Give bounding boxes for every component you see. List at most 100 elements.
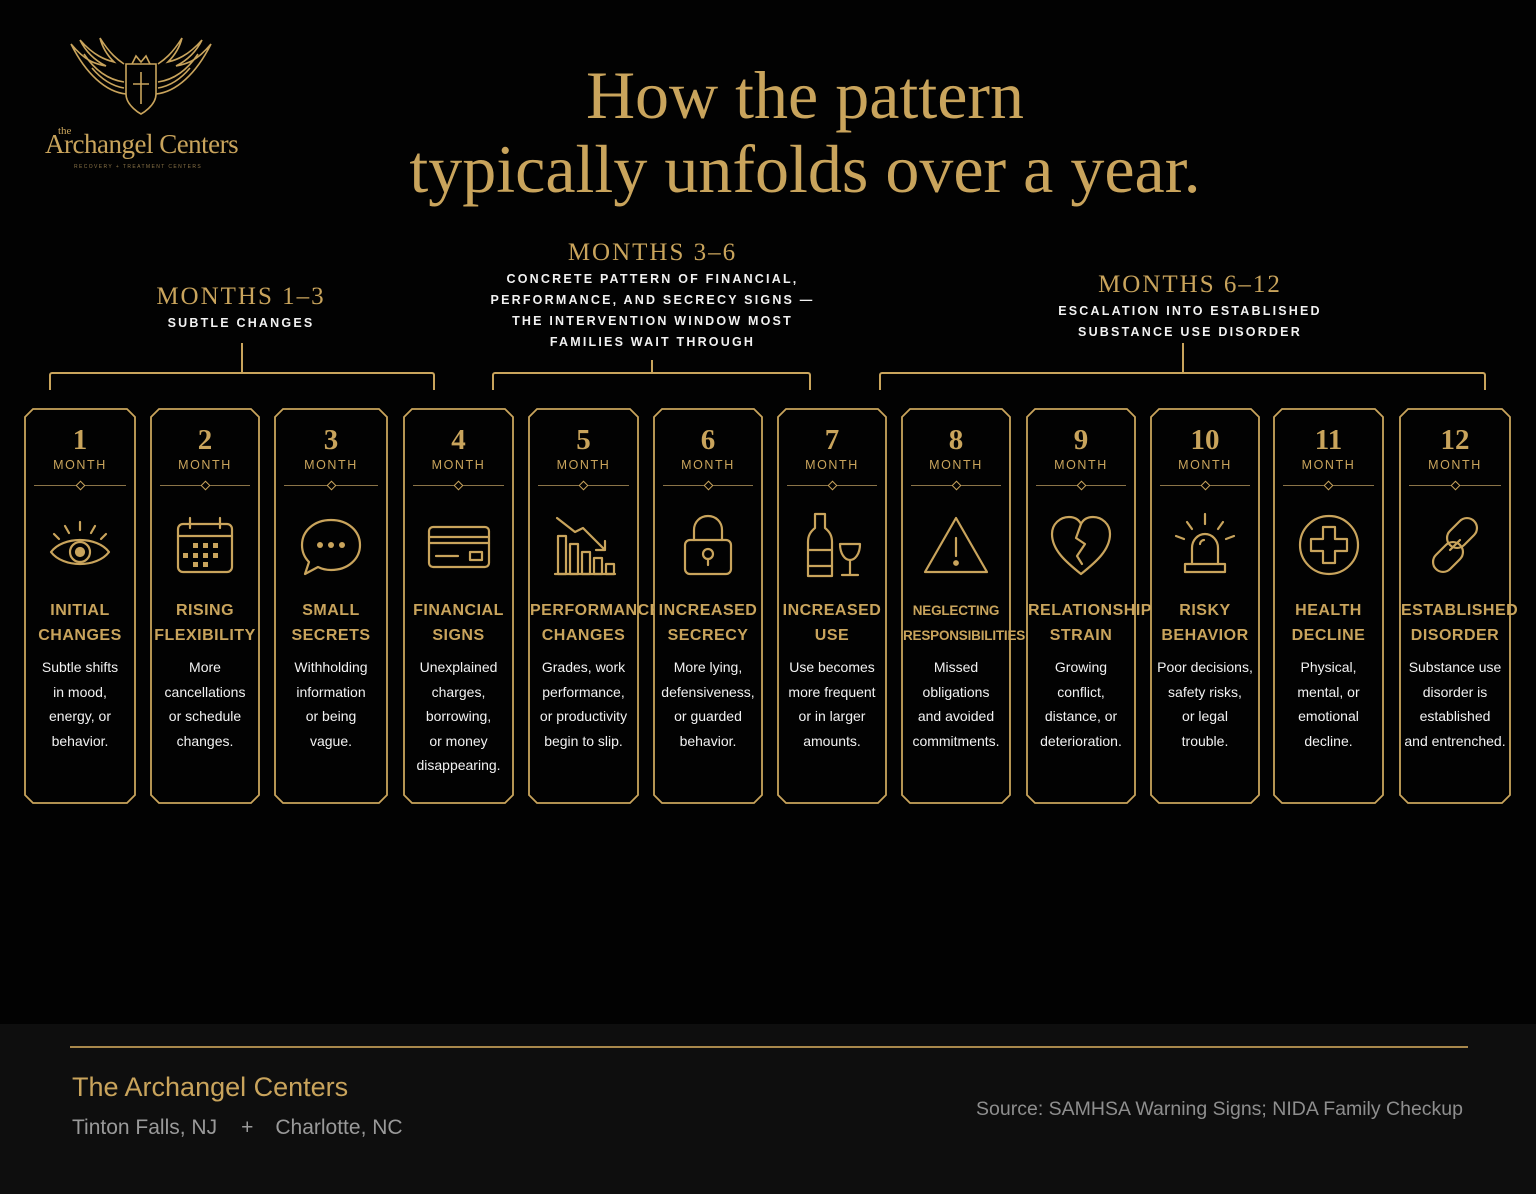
winged-shield-icon [70, 37, 212, 115]
month-number: 10 [1190, 424, 1220, 456]
card-frame [1150, 408, 1260, 804]
card-frame [1399, 408, 1511, 804]
phase-bracket-6-12 [879, 343, 1486, 390]
month-label: MONTH [556, 458, 611, 472]
location-tinton-falls: Tinton Falls, NJ [72, 1116, 218, 1139]
phase-bracket-3-6 [492, 360, 811, 390]
month-card-2: 2 MONTH RISING FLEXIBILITY More cancellatio… [150, 408, 260, 804]
phase-bracket-1-3 [49, 343, 435, 390]
phase-label: MONTHS 6–12 [1098, 271, 1282, 298]
card-description: More cancellations or schedule changes. [164, 659, 246, 749]
card-description: Grades, work performance, or productivit… [539, 659, 628, 749]
card-frame [1273, 408, 1384, 804]
bottle-and-glass-icon [797, 510, 867, 580]
month-number: 4 [451, 424, 466, 456]
card-description: Missed obligations and avoided commitmen… [912, 659, 1000, 749]
month-number: 3 [323, 424, 339, 456]
month-label: MONTH [681, 458, 735, 472]
footer: The Archangel Centers Tinton Falls, NJ + C… [0, 1024, 1536, 1194]
phase-label: MONTHS 3–6 [567, 239, 738, 266]
chain-link-icon [1420, 510, 1490, 580]
card-title: PERFORMANCE CHANGES [530, 602, 661, 644]
title-line-2: typically unfolds over a year. [409, 131, 1201, 207]
month-card-9: 9 MONTH RELATIONSHIP STRAIN Growing conflic… [1026, 408, 1152, 804]
card-frame [901, 408, 1011, 804]
card-description: More lying, defensiveness, or guarded be… [661, 659, 755, 749]
month-card-1: 1 MONTH INITIAL CHANGES Subtle shifts in mo… [24, 408, 136, 804]
card-description: Physical, mental, or emotional decline. [1297, 659, 1360, 749]
declining-chart-icon [549, 510, 619, 580]
card-frame [150, 408, 260, 804]
card-title: HEALTH DECLINE [1291, 602, 1366, 644]
location-charlotte: Charlotte, NC [275, 1116, 403, 1139]
card-description: Use becomes more frequent or in larger a… [788, 659, 876, 749]
month-label: MONTH [431, 458, 486, 472]
footer-locations: Tinton Falls, NJ + Charlotte, NC [72, 1116, 403, 1140]
broken-heart-icon [1046, 510, 1116, 580]
credit-card-icon [424, 510, 494, 580]
logo-article: the [58, 125, 72, 137]
month-label: MONTH [53, 458, 107, 472]
month-card-5: 5 MONTH PERFORMANCE CHANGES Grades, work pe… [528, 408, 661, 804]
footer-company-name: The Archangel Centers [72, 1072, 349, 1102]
month-label: MONTH [1178, 458, 1232, 472]
card-frame [1026, 408, 1136, 804]
speech-bubble-icon [296, 510, 366, 580]
card-description: Substance use disorder is established an… [1404, 659, 1506, 749]
card-title: INCREASED USE [782, 602, 882, 644]
card-frame [528, 408, 639, 804]
month-label: MONTH [805, 458, 859, 472]
siren-icon [1170, 510, 1240, 580]
month-card-3: 3 MONTH SMALL SECRETS Withholding informati… [274, 408, 388, 804]
card-title: SMALL SECRETS [291, 602, 371, 644]
month-card-6: 6 MONTH INCREASED SECRECY More lying, defen… [653, 408, 763, 804]
card-title: FINANCIAL SIGNS [413, 602, 504, 644]
month-label: MONTH [1301, 458, 1356, 472]
card-description: Growing conflict, distance, or deteriora… [1040, 659, 1122, 749]
card-title: RISING FLEXIBILITY [154, 602, 256, 644]
month-number: 5 [576, 424, 591, 456]
card-description: Subtle shifts in mood, energy, or behavi… [41, 659, 119, 749]
medical-cross-icon [1294, 510, 1364, 580]
month-card-11: 11 MONTH HEALTH DECLINE Physical, mental, o… [1273, 408, 1384, 804]
month-label: MONTH [304, 458, 358, 472]
footer-divider [70, 1046, 1468, 1048]
month-label: MONTH [178, 458, 232, 472]
phase-description: SUBTLE CHANGES [167, 316, 315, 330]
month-card-10: 10 MONTH RISKY BEHAVIOR Poor decisions, saf… [1150, 408, 1260, 804]
card-title: ESTABLISHED DISORDER [1401, 602, 1519, 644]
phase-months-6-12: MONTHS 6–12 ESCALATION INTO ESTABLISHED … [1030, 271, 1350, 343]
logo-tagline: RECOVERY + TREATMENT CENTERS [74, 164, 203, 170]
month-number: 7 [824, 424, 840, 456]
card-frame [653, 408, 763, 804]
month-number: 12 [1440, 424, 1470, 456]
phase-label: MONTHS 1–3 [156, 283, 326, 310]
logo-wordmark: Archangel Centers [45, 129, 239, 159]
month-number: 8 [948, 424, 964, 456]
padlock-icon [673, 510, 743, 580]
month-label: MONTH [929, 458, 983, 472]
card-title: NEGLECTING RESPONSIBILITIES [903, 603, 1026, 643]
card-title: RELATIONSHIP STRAIN [1028, 602, 1152, 644]
card-description: Poor decisions, safety risks, or legal t… [1157, 659, 1253, 749]
footer-source: Source: SAMHSA Warning Signs; NIDA Famil… [976, 1098, 1463, 1120]
calendar-icon [170, 510, 240, 580]
card-title: INITIAL CHANGES [38, 602, 122, 644]
eye-icon [45, 510, 115, 580]
phase-description: CONCRETE PATTERN OF FINANCIAL, PERFORMAN… [490, 272, 815, 349]
month-label: MONTH [1428, 458, 1482, 472]
month-number: 2 [197, 424, 213, 456]
month-number: 9 [1073, 424, 1089, 456]
card-title: RISKY BEHAVIOR [1161, 602, 1249, 644]
month-number: 11 [1314, 424, 1343, 456]
card-frame [403, 408, 514, 804]
month-card-12: 12 MONTH ESTABLISHED DISORDER Substance use… [1399, 408, 1519, 804]
page-title: How the pattern typically unfolds over a… [0, 58, 1536, 206]
warning-triangle-icon [921, 510, 991, 580]
card-frame [777, 408, 887, 804]
card-description: Withholding information or being vague. [294, 659, 368, 749]
month-card-7: 7 MONTH INCREASED USE Use becomes more freq… [777, 408, 887, 804]
month-card-4: 4 MONTH FINANCIAL SIGNS Unexplained charges… [403, 408, 514, 804]
card-title: INCREASED SECRECY [658, 602, 758, 644]
location-separator: + [241, 1116, 254, 1139]
